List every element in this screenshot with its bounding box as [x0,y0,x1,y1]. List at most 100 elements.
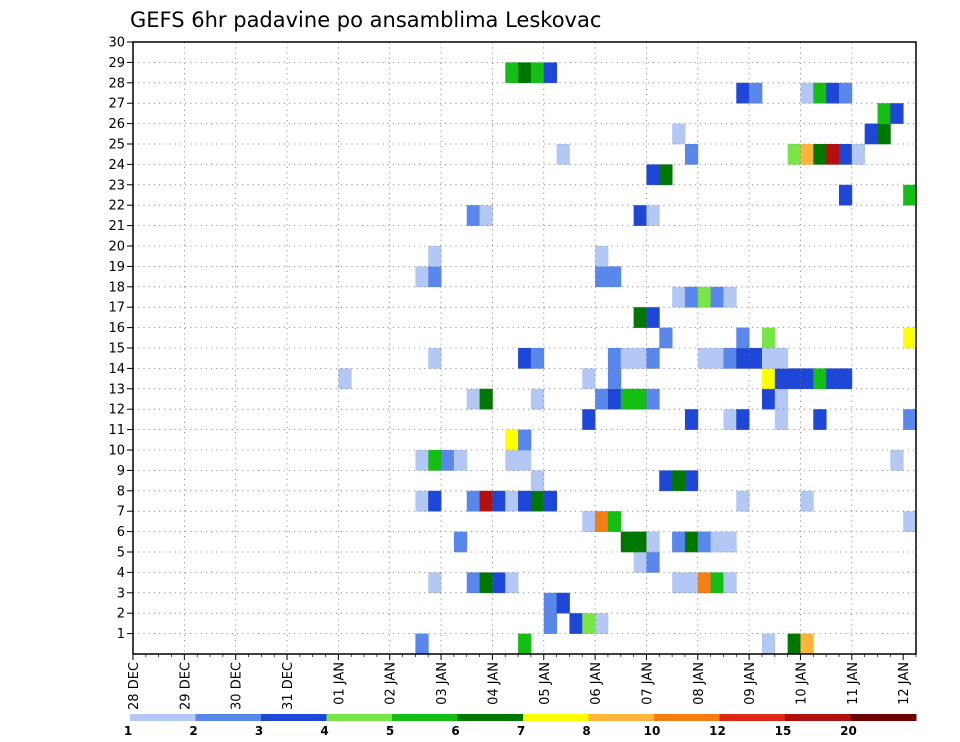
heatmap-cell [800,633,814,655]
y-tick-label: 6 [117,525,125,540]
heatmap-cell [543,592,557,614]
heatmap-cell [556,144,570,165]
heatmap-cell [595,246,609,267]
legend-label: 8 [582,724,590,738]
y-tick-label: 20 [108,240,125,255]
heatmap-cell [903,409,917,430]
heatmap-cell [466,205,480,226]
heatmap-cell [774,368,789,390]
heatmap-cell [761,348,776,369]
legend-label: 1 [124,724,132,738]
heatmap-cell [415,266,429,288]
heatmap-cell [697,348,712,369]
legend-label: 12 [709,724,726,738]
heatmap-cell [530,348,545,369]
heatmap-cell [607,388,622,410]
heatmap-cell [710,531,724,553]
heatmap-cell [595,613,609,634]
x-tick-label: 02 JAN [384,662,399,705]
heatmap-cell [826,144,840,165]
heatmap-cell [607,266,622,288]
heatmap-cell [518,450,532,471]
x-tick-label: 30 DEC [230,662,245,710]
heatmap-cell [710,572,724,594]
heatmap-cell [530,62,545,84]
y-tick-label: 9 [117,464,125,479]
y-tick-label: 25 [108,138,125,153]
heatmap-cell [505,429,519,451]
legend-label: 5 [386,724,394,738]
heatmap-cell [697,572,712,594]
x-tick-label: 08 JAN [692,662,707,705]
heatmap-cell [518,429,532,451]
x-tick-label: 01 JAN [332,662,347,705]
heatmap-cell [826,368,840,390]
heatmap-cell [813,144,827,165]
legend-label: 20 [840,724,857,738]
legend-label: 2 [189,724,197,738]
heatmap-cell [761,633,776,655]
y-tick-label: 19 [108,260,125,275]
y-tick-label: 18 [108,280,125,295]
heatmap-cell [428,348,442,369]
heatmap-cell [595,388,609,410]
x-tick-label: 05 JAN [538,662,553,705]
legend-swatch [850,714,917,721]
heatmap-cell [415,450,429,471]
heatmap-cell [569,613,583,634]
x-tick-label: 07 JAN [640,662,655,705]
x-tick-label: 06 JAN [589,662,604,705]
heatmap-cell [787,633,801,655]
y-tick-label: 13 [108,382,125,397]
heatmap-cell [813,409,827,430]
y-axis: 1234567891011121314151617181920212223242… [108,36,133,642]
heatmap-cell [736,409,750,430]
heatmap-cell [518,490,532,512]
heatmap-cell [890,103,904,124]
y-tick-label: 22 [108,199,125,214]
y-tick-label: 10 [108,444,125,459]
legend-label: 3 [255,724,263,738]
heatmap-cell [428,450,442,471]
heatmap-cell [633,307,647,328]
heatmap-cell [582,613,596,634]
y-tick-label: 28 [108,76,125,91]
heatmap-cell [800,144,814,165]
heatmap-cell [761,368,776,390]
heatmap-cell [710,348,724,369]
heatmap-cell [479,490,493,512]
heatmap-cell [428,572,442,594]
heatmap-cell [428,246,442,267]
heatmap-cell [813,82,827,104]
heatmap-cell [607,511,622,532]
heatmap-cell [453,450,468,471]
legend-label: 4 [320,724,328,738]
y-tick-label: 24 [108,158,125,173]
heatmap-cell [672,470,686,492]
y-tick-label: 5 [117,546,125,561]
heatmap-cell [736,82,750,104]
heatmap-cell [903,184,917,206]
heatmap-cell [838,82,853,104]
heatmap-cell [607,348,622,369]
heatmap-cell [838,184,853,206]
heatmap-cell [633,552,647,573]
heatmap-cell [838,368,853,390]
heatmap-cell [530,470,545,492]
heatmap-cell [774,409,789,430]
y-tick-label: 15 [108,342,125,357]
heatmap-cell [864,123,878,145]
heatmap-cell [697,531,712,553]
heatmap-cell [787,144,801,165]
heatmap-cell [505,450,519,471]
heatmap-cell [415,490,429,512]
legend-swatch [523,714,589,721]
heatmap-cell [672,572,686,594]
heatmap-cell [556,592,570,614]
y-tick-label: 4 [117,566,125,581]
heatmap-cell [505,62,519,84]
heatmap-cell [505,490,519,512]
heatmap-cell [543,613,557,634]
heatmap-cell [466,572,480,594]
heatmap-cell [761,388,776,410]
